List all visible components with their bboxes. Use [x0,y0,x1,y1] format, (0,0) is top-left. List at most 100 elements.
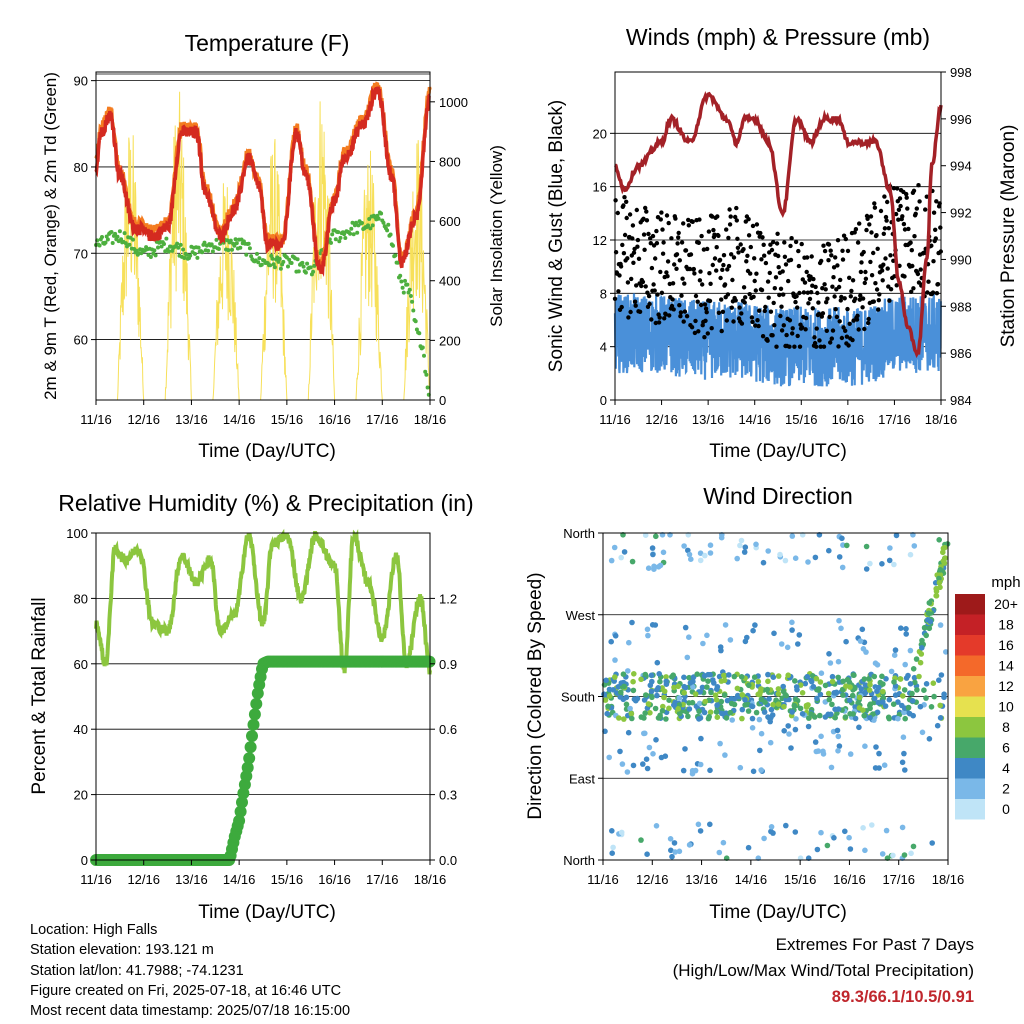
wind-direction-point [792,555,799,561]
wind-direction-point [937,715,944,721]
gust-point [707,298,713,304]
gust-point [727,207,732,212]
dewpoint-point [308,265,313,270]
wind-direction-point [675,683,681,690]
gust-point [900,214,905,219]
gust-point [636,256,642,261]
wind-direction-point [714,686,720,692]
dewpoint-point [337,239,342,244]
gust-point [866,320,871,326]
gust-point [717,257,723,263]
wind-direction-point [847,684,853,690]
wind-direction-point [863,543,870,550]
gust-point [672,262,677,267]
wind-direction-point [750,768,757,775]
dewpoint-point [228,238,233,243]
wind-direction-point [891,679,897,685]
gust-point [716,310,722,315]
gust-point [934,291,940,296]
wind-direction-point [765,548,771,554]
humidity-title: Relative Humidity (%) & Precipitation (i… [58,490,473,516]
gust-point [677,303,682,308]
precipitation-point [244,741,257,754]
wind-direction-point [671,840,678,846]
gust-point [683,248,689,253]
y2-tick-label: 1.2 [439,591,457,606]
wind-direction-point [753,541,759,548]
y2-tick-label: 998 [950,65,972,80]
wind-direction-point [669,853,675,860]
dewpoint-point [343,236,348,240]
wind-direction-point [892,647,899,653]
gust-point [731,319,736,324]
gust-point [654,241,660,246]
wind-direction-point [755,678,762,685]
wind-direction-point [642,671,649,678]
gust-point [620,242,625,248]
gust-point [853,227,859,232]
dewpoint-point [411,308,416,313]
wind-direction-point [621,716,627,722]
gust-point [812,340,818,346]
winds-x-axis-title: Time (Day/UTC) [709,441,847,462]
gust-point [750,223,756,229]
gust-point [896,217,901,222]
wind-direction-point [742,702,748,708]
wind-direction-point [929,840,935,846]
gust-point [794,294,799,299]
gust-point [617,273,622,278]
y2-tick-label: 0.3 [439,788,457,803]
dewpoint-point [176,245,181,250]
y-tick-label: 60 [74,657,88,672]
wind-direction-point [836,743,843,749]
gust-point [884,218,889,223]
dewpoint-point [159,244,164,249]
wind-direction-point [659,685,665,691]
wind-direction-point [863,649,869,655]
wind-direction-point [903,631,909,637]
wind-direction-point [739,706,746,713]
dewpoint-point [234,241,239,246]
legend-label: 14 [998,658,1014,674]
gust-point [760,235,765,240]
legend-label: 8 [1002,719,1010,735]
wind-direction-point [867,705,873,712]
dewpoint-point [311,269,316,274]
gust-point [847,275,852,280]
wind-direction-point [615,684,622,690]
gust-point [725,267,730,272]
wind-direction-point [731,701,738,708]
gust-point [708,281,713,286]
wind-direction-point [707,550,714,556]
x-tick-label: 18/16 [414,412,447,427]
temperature-9m-series [94,81,432,270]
wind-direction-point [758,696,765,703]
wind-direction-point [682,684,689,691]
wind-direction-point [780,683,786,690]
wind-direction-x-axis-title: Time (Day/UTC) [709,902,847,923]
dewpoint-point [338,235,343,240]
wind-direction-point [739,692,746,698]
wind-direction-point [681,674,687,681]
gust-point [838,298,843,303]
wind-direction-point [659,708,666,714]
wind-direction-point [775,701,782,707]
gust-point [730,277,735,283]
gust-point [795,333,800,339]
wind-direction-point [629,558,636,565]
wind-direction-point [872,660,879,666]
station-elevation: Station elevation: 193.121 m [30,942,214,959]
wind-direction-point [921,687,927,693]
wind-direction-point [642,532,649,538]
wind-direction-point [770,701,776,708]
gust-point [725,292,731,297]
gust-point [727,222,733,227]
wind-direction-point [867,681,873,688]
gust-point [747,292,752,297]
wind-direction-point [906,710,913,717]
wind-direction-point [619,761,626,767]
dewpoint-point [209,242,214,247]
wind-direction-point [750,627,756,634]
gust-point [739,321,745,326]
dewpoint-point [414,327,419,332]
